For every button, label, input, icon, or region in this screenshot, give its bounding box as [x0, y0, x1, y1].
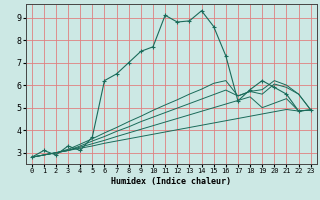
X-axis label: Humidex (Indice chaleur): Humidex (Indice chaleur) — [111, 177, 231, 186]
